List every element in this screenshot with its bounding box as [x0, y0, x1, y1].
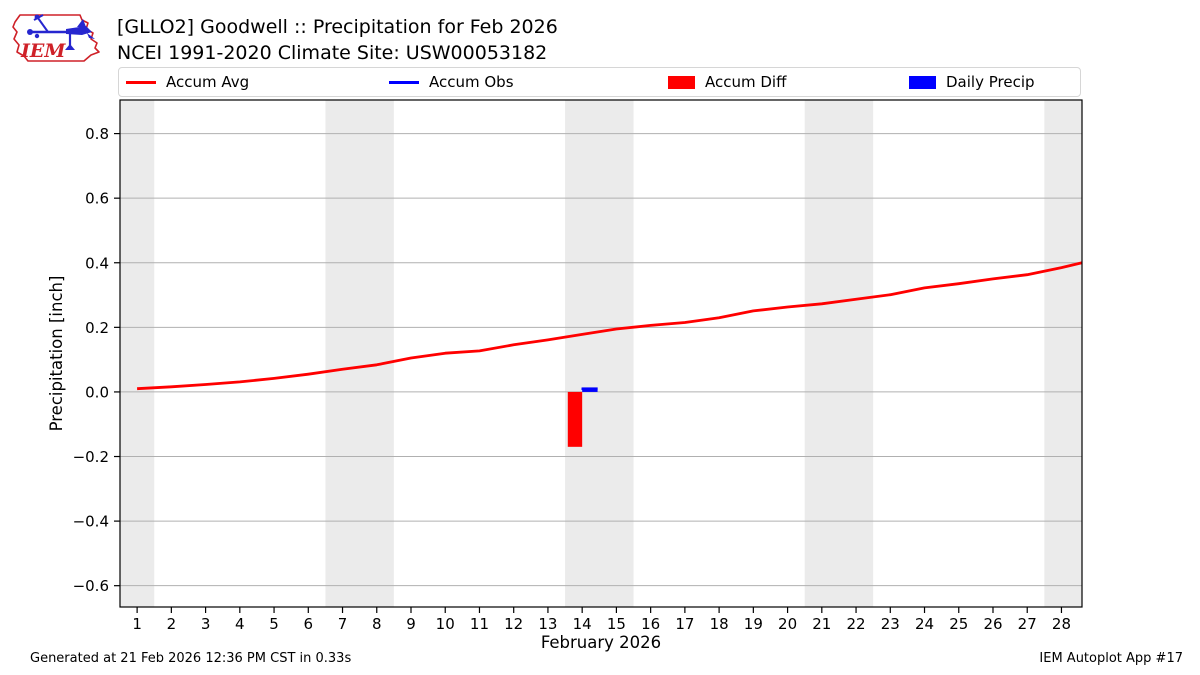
x-tick-label: 9: [406, 615, 416, 633]
y-tick-label: −0.2: [73, 448, 109, 466]
legend-item-accum-obs: Accum Obs: [389, 68, 514, 96]
weekend-band: [120, 100, 155, 607]
x-tick-label: 14: [573, 615, 592, 633]
y-tick-label: 0.0: [85, 383, 109, 401]
legend-label: Accum Obs: [429, 73, 514, 91]
x-tick-label: 28: [1052, 615, 1071, 633]
chart-title-block: [GLLO2] Goodwell :: Precipitation for Fe…: [117, 14, 558, 66]
weather-vane-icon: [27, 14, 95, 50]
weekend-band: [325, 100, 394, 607]
legend-swatch-bar: [668, 75, 695, 89]
x-tick-label: 23: [881, 615, 900, 633]
y-axis-label: Precipitation [inch]: [47, 276, 66, 432]
x-tick-label: 1: [132, 615, 142, 633]
legend-label: Daily Precip: [946, 73, 1035, 91]
x-tick-label: 4: [235, 615, 245, 633]
y-tick-label: 0.2: [85, 319, 109, 337]
x-axis-label: February 2026: [541, 633, 661, 652]
x-tick-label: 11: [470, 615, 489, 633]
x-tick-label: 19: [744, 615, 763, 633]
legend-swatch-line: [126, 80, 156, 84]
x-tick-label: 2: [167, 615, 177, 633]
x-tick-label: 10: [436, 615, 455, 633]
x-tick-label: 27: [1018, 615, 1037, 633]
x-tick-label: 3: [201, 615, 211, 633]
legend-swatch-bar: [909, 75, 936, 89]
x-tick-label: 24: [915, 615, 934, 633]
x-tick-label: 7: [338, 615, 348, 633]
x-tick-label: 21: [812, 615, 831, 633]
y-tick-label: −0.6: [73, 577, 109, 595]
y-tick-label: 0.6: [85, 190, 109, 208]
legend: Accum Avg Accum Obs Accum Diff Daily Precip: [118, 67, 1081, 97]
x-tick-label: 6: [304, 615, 314, 633]
legend-item-accum-diff: Accum Diff: [668, 68, 786, 96]
app-credit-text: IEM Autoplot App #17: [1039, 651, 1183, 666]
logo-text: IEM: [20, 40, 66, 62]
x-tick-label: 22: [847, 615, 866, 633]
x-tick-label: 13: [538, 615, 557, 633]
x-tick-label: 25: [949, 615, 968, 633]
iem-logo: IEM: [12, 14, 100, 62]
weekend-band: [1044, 100, 1082, 607]
legend-swatch-line: [389, 80, 419, 84]
x-tick-label: 16: [641, 615, 660, 633]
x-tick-label: 26: [983, 615, 1002, 633]
legend-label: Accum Avg: [166, 73, 250, 91]
x-tick-label: 17: [675, 615, 694, 633]
legend-item-daily-precip: Daily Precip: [909, 68, 1035, 96]
weekend-band: [804, 100, 874, 607]
legend-item-accum-avg: Accum Avg: [126, 68, 249, 96]
x-tick-label: 8: [372, 615, 382, 633]
y-tick-label: −0.4: [73, 513, 109, 531]
x-tick-label: 12: [504, 615, 523, 633]
line-accum-avg: [137, 261, 1083, 391]
weekend-band: [565, 100, 634, 607]
x-tick-label: 5: [269, 615, 279, 633]
bar-accum-diff: [567, 391, 583, 447]
x-tick-label: 15: [607, 615, 626, 633]
plot-border: [119, 99, 1083, 608]
chart-subtitle: NCEI 1991-2020 Climate Site: USW00053182: [117, 42, 548, 64]
x-tick-label: 20: [778, 615, 797, 633]
y-tick-label: 0.4: [85, 254, 109, 272]
chart-title: [GLLO2] Goodwell :: Precipitation for Fe…: [117, 16, 558, 38]
generated-at-text: Generated at 21 Feb 2026 12:36 PM CST in…: [30, 651, 352, 666]
x-tick-label: 18: [710, 615, 729, 633]
legend-label: Accum Diff: [705, 73, 787, 91]
y-tick-label: 0.8: [85, 125, 109, 143]
